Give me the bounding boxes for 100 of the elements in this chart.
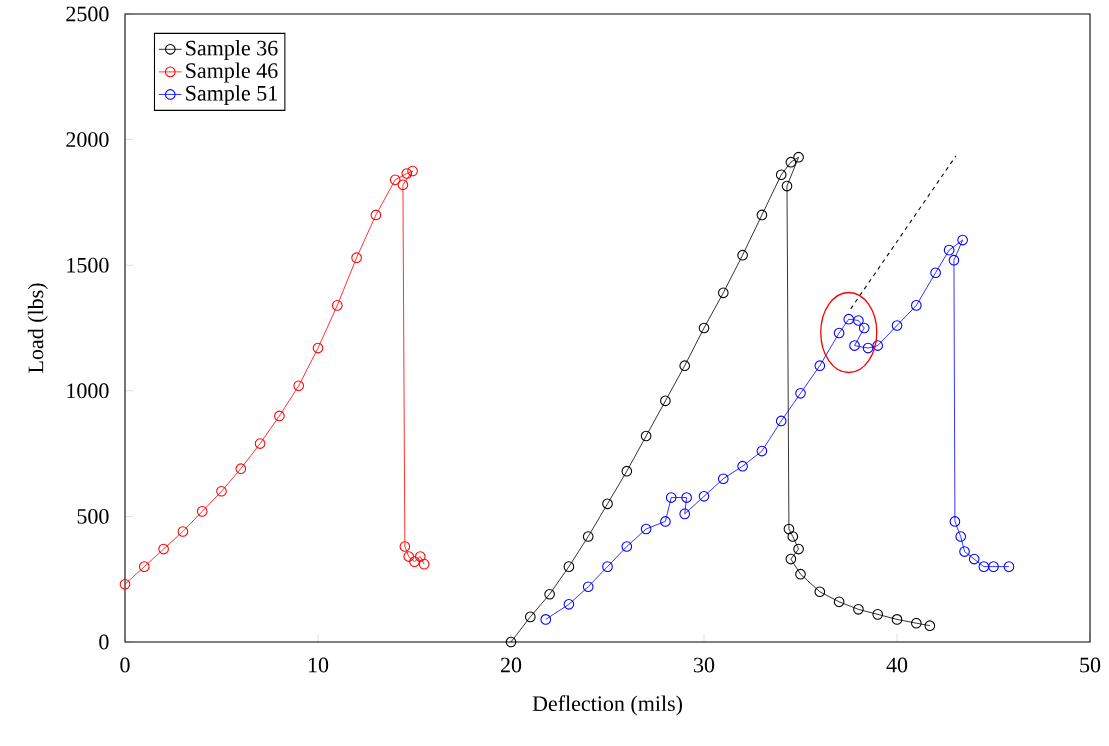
point (910, 300, 922, 311)
point (563, 561, 575, 572)
point (924, 620, 936, 632)
point (582, 531, 594, 542)
y-tick-label: 1000 (67, 383, 109, 399)
y-tick-label: 0 (99, 634, 109, 650)
point (312, 342, 324, 354)
point (679, 360, 691, 372)
x-tick-label: 20 (500, 657, 522, 673)
point (948, 254, 960, 266)
point (872, 609, 884, 620)
point (756, 209, 768, 221)
point (158, 543, 169, 555)
point (1003, 561, 1015, 572)
point (235, 463, 247, 475)
point (843, 313, 855, 325)
x-tick-label: 10 (308, 657, 329, 673)
point (910, 617, 922, 629)
point (414, 551, 426, 562)
point (793, 151, 804, 163)
point (640, 430, 652, 442)
point (602, 498, 613, 510)
point (331, 300, 343, 311)
point (698, 490, 710, 502)
point (853, 604, 864, 615)
point (968, 553, 980, 565)
point (943, 244, 955, 256)
point (795, 568, 806, 580)
point (621, 541, 633, 552)
point (959, 546, 970, 557)
point (351, 252, 362, 263)
point (858, 322, 870, 334)
legend-label: Sample 51 (186, 85, 277, 106)
point (679, 508, 691, 520)
point (862, 342, 874, 354)
point (781, 180, 793, 192)
point (138, 561, 150, 572)
point (665, 492, 677, 503)
point (403, 551, 415, 562)
point (795, 387, 806, 399)
point (957, 234, 968, 246)
point (737, 249, 748, 261)
point (177, 526, 189, 537)
point (756, 445, 768, 457)
point (814, 360, 826, 372)
point (409, 556, 420, 567)
point (397, 179, 409, 191)
point (524, 611, 536, 623)
legend-label: Sample 36 (186, 40, 278, 60)
y-tick-label: 2000 (66, 132, 109, 148)
point (853, 315, 864, 326)
point (872, 340, 884, 351)
point (370, 209, 382, 221)
point (775, 415, 787, 427)
point (978, 561, 990, 572)
point (621, 465, 633, 477)
x-tick-label: 50 (1080, 657, 1101, 673)
point (563, 598, 575, 610)
point (582, 581, 594, 593)
point (737, 460, 748, 472)
x-tick-label: 0 (120, 657, 130, 673)
x-tick-label: 30 (694, 657, 715, 673)
point (602, 561, 613, 572)
point (787, 531, 799, 542)
point (660, 516, 671, 527)
point (833, 327, 845, 339)
point (793, 543, 804, 555)
point (930, 267, 941, 279)
point (389, 174, 401, 186)
point (833, 596, 845, 608)
point (640, 523, 652, 535)
point (955, 531, 967, 542)
point (783, 523, 795, 535)
point (698, 322, 710, 334)
point (254, 438, 266, 449)
point (274, 410, 285, 422)
point (216, 485, 227, 497)
point (775, 169, 787, 181)
point (505, 636, 517, 648)
point (196, 506, 208, 517)
point (785, 156, 797, 168)
point (949, 516, 961, 527)
point (681, 492, 692, 503)
point (891, 614, 903, 625)
point (401, 168, 413, 179)
point (814, 586, 826, 598)
point (399, 541, 411, 552)
x-tick-label: 40 (886, 657, 908, 673)
point (540, 614, 552, 625)
legend-label: Sample 46 (186, 62, 278, 83)
y-tick-label: 1500 (67, 257, 109, 273)
y-axis-title: Load (lbs) (27, 283, 48, 373)
point (785, 553, 797, 565)
point (119, 578, 131, 590)
y-tick-label: 500 (77, 508, 109, 524)
point (717, 287, 729, 299)
point (407, 165, 418, 177)
y-tick-label: 2500 (66, 6, 109, 22)
point (418, 558, 430, 570)
point (544, 588, 555, 600)
